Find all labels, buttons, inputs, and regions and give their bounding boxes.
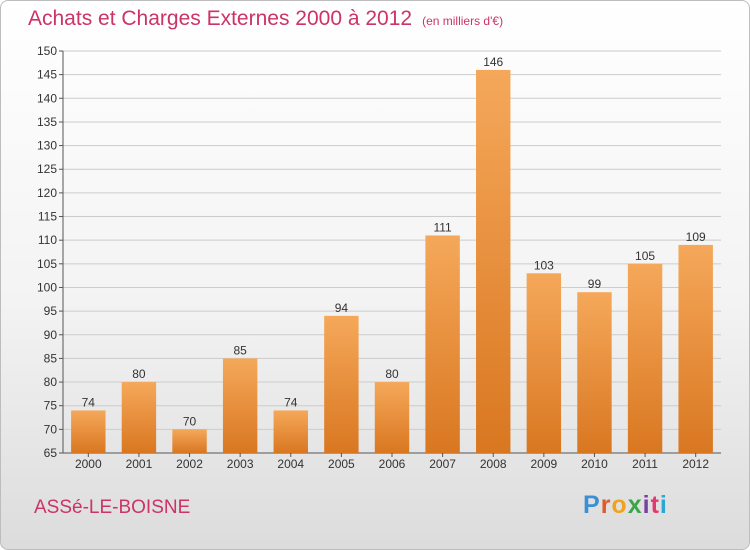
x-tick-label: 2012 xyxy=(682,457,709,471)
y-tick-label: 115 xyxy=(38,210,57,224)
data-label: 70 xyxy=(183,414,197,428)
data-label: 80 xyxy=(385,367,399,381)
y-tick-label: 125 xyxy=(37,162,57,176)
x-tick-label: 2003 xyxy=(227,457,254,471)
logo-letter: r xyxy=(600,491,612,519)
y-tick-label: 70 xyxy=(44,422,58,436)
bar-2006 xyxy=(374,382,410,453)
bar-2004 xyxy=(273,410,308,453)
bar-2010 xyxy=(577,292,612,453)
logo-letter: t xyxy=(650,491,660,519)
x-tick-label: 2006 xyxy=(379,457,406,471)
label-layer: 65 70 75 80 85 90 95 100 105 110 115 120 125 130 135 14… xyxy=(37,44,709,471)
bar-2009 xyxy=(526,273,562,453)
x-tick-label: 2010 xyxy=(581,457,608,471)
y-tick-label: 75 xyxy=(44,399,58,413)
data-label: 80 xyxy=(132,367,146,381)
y-tick-label: 80 xyxy=(44,375,58,389)
data-label: 105 xyxy=(635,249,655,263)
bar-2007 xyxy=(425,235,460,453)
x-tick-label: 2008 xyxy=(480,457,507,471)
chart-title-text: Achats et Charges Externes 2000 à 2012 xyxy=(28,7,413,30)
bar-2011 xyxy=(627,263,663,453)
y-tick-label: 65 xyxy=(44,446,58,460)
y-tick-label: 100 xyxy=(37,280,57,294)
data-label: 94 xyxy=(335,301,349,315)
data-label: 103 xyxy=(534,258,554,272)
data-label: 111 xyxy=(433,220,452,234)
x-tick-label: 2000 xyxy=(75,457,102,471)
y-tick-label: 85 xyxy=(44,351,58,365)
data-label: 74 xyxy=(82,395,96,409)
bar-2001 xyxy=(121,382,157,453)
commune-name: ASSé-LE-BOISNE xyxy=(34,497,191,518)
data-label: 109 xyxy=(686,230,706,244)
data-label: 85 xyxy=(233,343,247,357)
bar-2002 xyxy=(172,429,207,453)
bar-2012 xyxy=(678,244,713,453)
x-tick-label: 2005 xyxy=(328,457,355,471)
y-tick-label: 105 xyxy=(37,257,57,271)
data-label: 146 xyxy=(483,55,503,69)
bar-2005 xyxy=(324,315,359,453)
x-tick-label: 2004 xyxy=(277,457,304,471)
data-label: 99 xyxy=(588,277,602,291)
y-tick-label: 140 xyxy=(37,91,57,105)
y-tick-label: 120 xyxy=(37,186,57,200)
y-tick-label: 135 xyxy=(37,115,57,129)
bar-2000 xyxy=(71,410,106,453)
data-label: 74 xyxy=(284,395,298,409)
y-tick-label: 150 xyxy=(37,44,57,58)
x-tick-label: 2009 xyxy=(530,457,557,471)
logo-letter: P xyxy=(583,491,601,519)
chart-unit: (en milliers d'€) xyxy=(422,14,504,28)
bar-2003 xyxy=(222,358,258,453)
bar-2008 xyxy=(476,69,511,453)
y-tick-label: 110 xyxy=(38,233,57,247)
proxiti-logo: Proxiti xyxy=(583,491,668,520)
x-tick-label: 2007 xyxy=(429,457,456,471)
logo-letter: x xyxy=(627,491,643,519)
bar-layer xyxy=(71,69,713,453)
x-tick-label: 2002 xyxy=(176,457,203,471)
x-tick-label: 2011 xyxy=(632,457,658,471)
y-tick-label: 145 xyxy=(37,68,57,82)
logo-letter: i xyxy=(659,491,668,519)
logo-letter: i xyxy=(642,491,651,519)
y-tick-label: 90 xyxy=(44,328,58,342)
x-tick-label: 2001 xyxy=(126,457,153,471)
logo-letter: o xyxy=(611,491,628,519)
y-tick-label: 130 xyxy=(37,139,57,153)
chart-title: Achats et Charges Externes 2000 à 2012 (e… xyxy=(28,7,503,31)
y-tick-label: 95 xyxy=(44,304,58,318)
